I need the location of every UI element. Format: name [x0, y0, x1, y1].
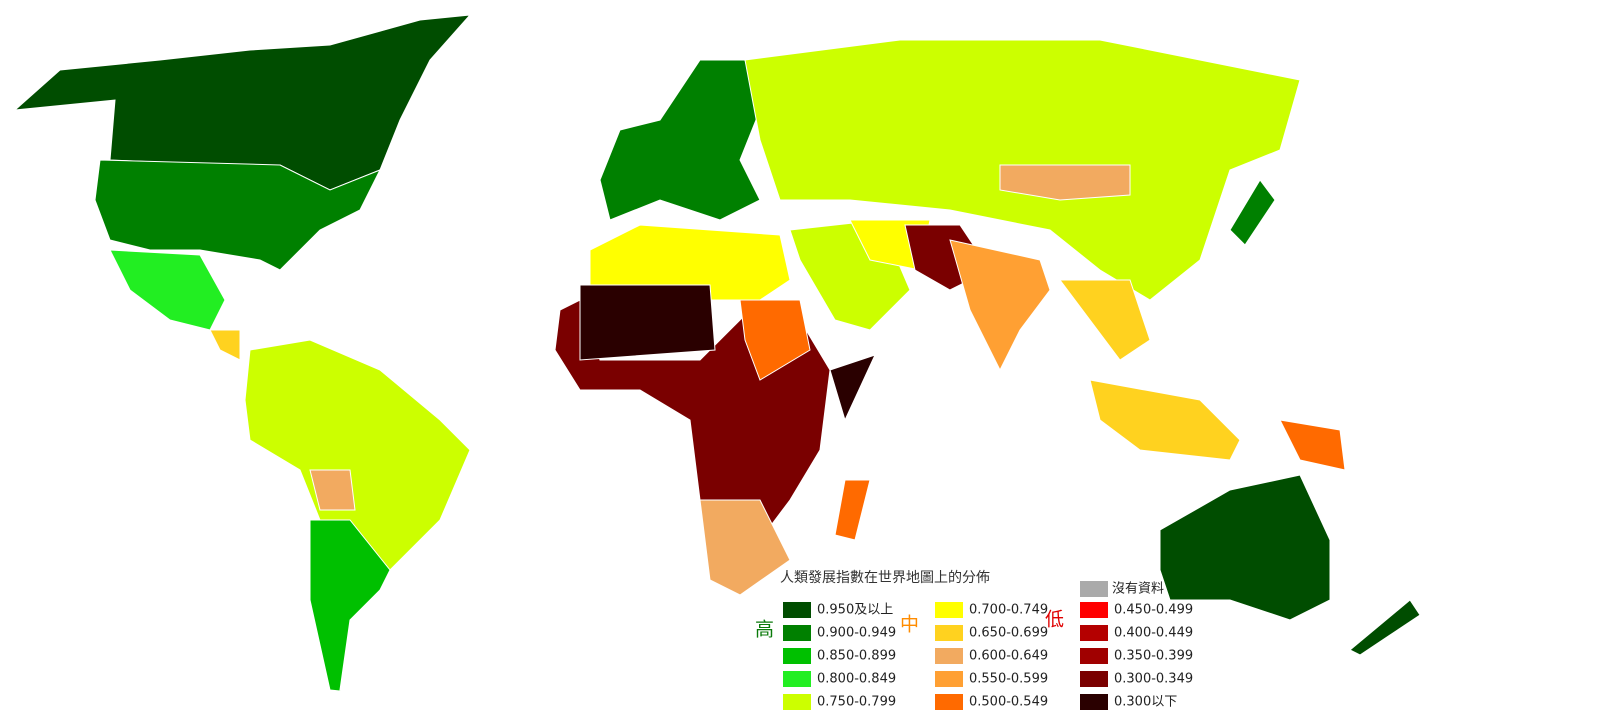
region — [829, 354, 876, 422]
region — [109, 249, 226, 331]
legend-swatch — [1080, 648, 1108, 664]
legend-swatch — [1080, 602, 1108, 618]
legend: 人類發展指數在世界地圖上的分佈 高 中 低 沒有資料 0.950及以上 0.900… — [755, 569, 1193, 710]
region — [94, 159, 382, 271]
legend-swatch — [935, 602, 963, 618]
region — [1059, 279, 1151, 361]
region — [1229, 179, 1276, 246]
legend-label: 0.700-0.749 — [969, 603, 1048, 618]
legend-swatch — [1080, 694, 1108, 710]
tier-label: 高 — [755, 619, 774, 641]
legend-swatch — [783, 602, 811, 618]
legend-label: 0.900-0.949 — [817, 626, 896, 641]
legend-label: 0.650-0.699 — [969, 626, 1048, 641]
legend-swatch — [1080, 671, 1108, 687]
region — [1279, 419, 1346, 471]
legend-label: 0.850-0.899 — [817, 649, 896, 664]
legend-label: 0.800-0.849 — [817, 672, 896, 687]
legend-label: 0.300以下 — [1114, 695, 1177, 710]
tier-label: 低 — [1045, 609, 1064, 631]
tier-label: 中 — [900, 614, 919, 636]
legend-label: 0.350-0.399 — [1114, 649, 1193, 664]
region — [949, 239, 1051, 372]
legend-label: 0.300-0.349 — [1114, 672, 1193, 687]
legend-swatch — [783, 671, 811, 687]
legend-swatch — [783, 648, 811, 664]
map — [13, 14, 1421, 696]
legend-label: 0.750-0.799 — [817, 695, 896, 710]
legend-swatch — [935, 671, 963, 687]
legend-swatch — [783, 625, 811, 641]
region — [309, 469, 356, 511]
region — [739, 299, 811, 381]
region — [834, 479, 871, 541]
legend-swatch — [935, 694, 963, 710]
region — [209, 329, 241, 361]
legend-title: 人類發展指數在世界地圖上的分佈 — [780, 569, 990, 586]
legend-swatch — [935, 648, 963, 664]
legend-swatch — [783, 694, 811, 710]
region — [599, 59, 761, 221]
legend-label: 0.400-0.449 — [1114, 626, 1193, 641]
region — [309, 519, 391, 696]
region — [1159, 474, 1331, 621]
region — [1089, 379, 1241, 461]
legend-swatch — [935, 625, 963, 641]
region — [579, 284, 716, 361]
region — [699, 499, 791, 596]
legend-label: 沒有資料 — [1112, 582, 1164, 597]
legend-label: 0.600-0.649 — [969, 649, 1048, 664]
legend-label: 0.450-0.499 — [1114, 603, 1193, 618]
region — [999, 164, 1131, 201]
legend-label: 0.550-0.599 — [969, 672, 1048, 687]
legend-swatch — [1080, 625, 1108, 641]
legend-label: 0.950及以上 — [817, 603, 893, 618]
region — [1349, 599, 1421, 656]
legend-swatch — [1080, 581, 1108, 597]
legend-label: 0.500-0.549 — [969, 695, 1048, 710]
